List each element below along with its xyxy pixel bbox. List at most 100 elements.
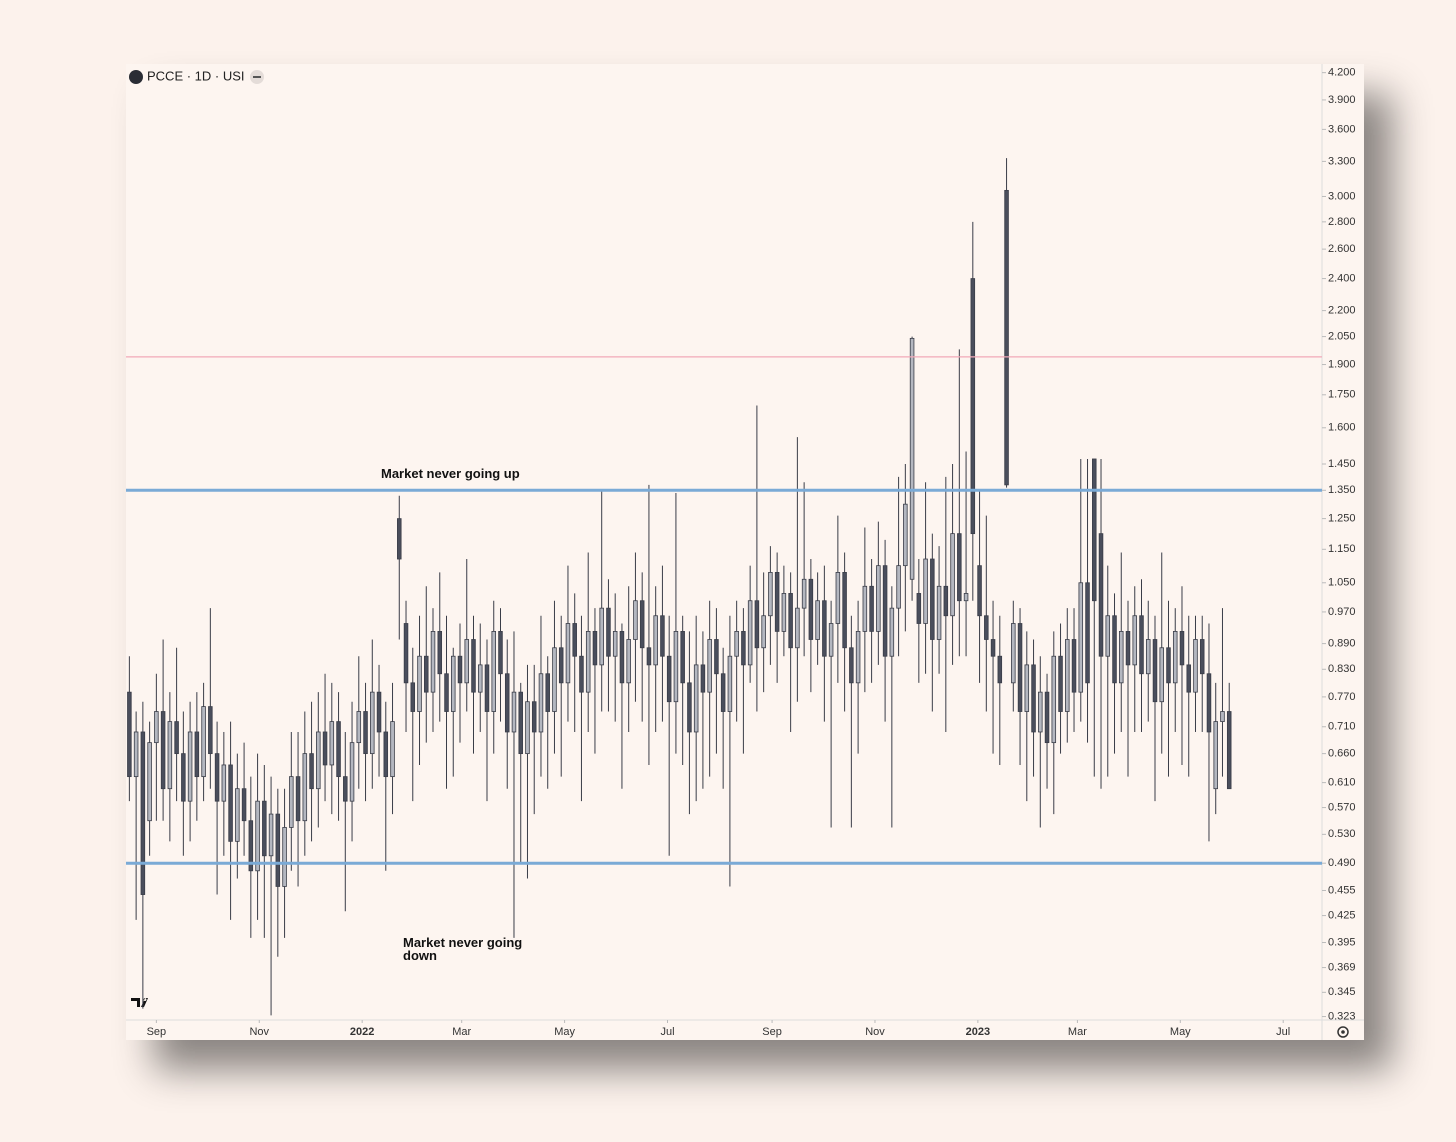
candle-body — [302, 753, 308, 822]
candle-body — [262, 800, 267, 857]
candle-body — [1017, 623, 1023, 712]
candle-body — [484, 664, 490, 712]
candle-body — [565, 623, 571, 684]
y-tick-label: 0.570 — [1328, 801, 1356, 813]
candle-body — [970, 278, 976, 535]
candle-body — [437, 631, 443, 675]
candle-body — [275, 813, 281, 887]
candle-body — [471, 639, 476, 693]
x-tick-label: Jul — [1276, 1026, 1290, 1038]
candle-body — [518, 691, 523, 755]
y-tick-label: 0.369 — [1328, 961, 1356, 973]
candle-body — [160, 711, 166, 790]
y-tick-label: 0.830 — [1328, 663, 1356, 675]
candle-body — [741, 631, 746, 666]
candle-body — [390, 721, 395, 778]
candle-body — [950, 533, 955, 617]
candle-body — [930, 558, 935, 640]
candle-body — [268, 813, 274, 857]
candle-body — [592, 631, 598, 666]
candle-body — [430, 631, 436, 693]
x-tick-label: May — [1170, 1026, 1191, 1038]
candle-body — [822, 600, 827, 657]
candle-body — [316, 731, 321, 790]
candle-body — [457, 655, 463, 684]
candle-body — [768, 572, 773, 617]
candle-body — [289, 776, 294, 828]
candle-body — [599, 607, 604, 666]
candle-body — [984, 615, 989, 640]
y-tick-label: 2.600 — [1328, 243, 1356, 255]
y-tick-label: 0.890 — [1328, 638, 1356, 650]
candle-body — [127, 691, 132, 778]
candle-body — [1085, 582, 1090, 684]
candle-body — [511, 691, 517, 733]
candle-body — [295, 776, 301, 822]
candle-body — [909, 337, 915, 580]
candle-body — [174, 721, 179, 755]
candle-body — [336, 721, 341, 778]
candle-body — [579, 655, 584, 693]
candle-body — [700, 664, 706, 693]
candle-body — [1159, 647, 1165, 703]
symbol-icon[interactable] — [129, 70, 143, 84]
candle-body — [990, 639, 996, 657]
settings-button[interactable] — [1337, 1026, 1349, 1038]
candle-body — [221, 764, 227, 802]
candle-body — [464, 639, 470, 684]
candle-body — [1132, 615, 1138, 666]
candle-body — [477, 664, 483, 693]
candle-body — [754, 600, 760, 649]
candle-body — [1152, 639, 1158, 703]
candle-body — [410, 682, 416, 712]
candle-body — [1139, 615, 1144, 675]
candle-body — [1145, 639, 1151, 675]
y-tick-label: 0.530 — [1328, 828, 1356, 840]
x-tick-label: Nov — [865, 1026, 885, 1038]
candle-body — [882, 565, 888, 657]
candle-body — [653, 615, 658, 666]
candle-body — [403, 623, 409, 684]
candle-body — [660, 615, 665, 657]
annotation: Market never going down — [403, 935, 523, 963]
candle-body — [154, 711, 159, 744]
candle-body — [639, 600, 645, 649]
candle-body — [916, 593, 922, 624]
candle-body — [1011, 623, 1016, 684]
candle-body — [828, 623, 834, 657]
candle-body — [525, 701, 530, 755]
candle-body — [1058, 655, 1063, 712]
y-tick-label: 1.250 — [1328, 513, 1356, 525]
candle-body — [397, 518, 402, 560]
candle-body — [1004, 189, 1009, 486]
chart-title: PCCE · 1D · USI — [147, 68, 245, 83]
candle-body — [241, 788, 247, 822]
candle-body — [383, 731, 389, 778]
candle-body — [558, 647, 564, 684]
y-tick-label: 0.710 — [1328, 721, 1356, 733]
candle-body — [322, 731, 328, 766]
candle-body — [612, 631, 618, 657]
candle-body — [923, 558, 928, 624]
y-tick-label: 0.490 — [1328, 857, 1356, 869]
candle-body — [1226, 711, 1232, 790]
candle-body — [896, 565, 901, 609]
candle-body — [214, 753, 220, 802]
candle-body — [1166, 647, 1171, 684]
candle-body — [538, 673, 544, 733]
candle-body — [444, 673, 449, 712]
y-tick-label: 1.600 — [1328, 422, 1356, 434]
candle-body — [187, 731, 193, 802]
x-tick-label: Mar — [1068, 1026, 1087, 1038]
candle-body — [282, 827, 287, 887]
candle-body — [228, 764, 233, 842]
y-tick-label: 0.345 — [1328, 986, 1356, 998]
candle-body — [801, 578, 807, 609]
candle-body — [1092, 458, 1097, 602]
candle-body — [585, 631, 591, 693]
candle-body — [1112, 615, 1117, 684]
candle-body — [707, 639, 712, 693]
annotation: Market never going up — [381, 466, 520, 481]
candle-body — [343, 776, 348, 802]
y-tick-label: 1.750 — [1328, 389, 1356, 401]
